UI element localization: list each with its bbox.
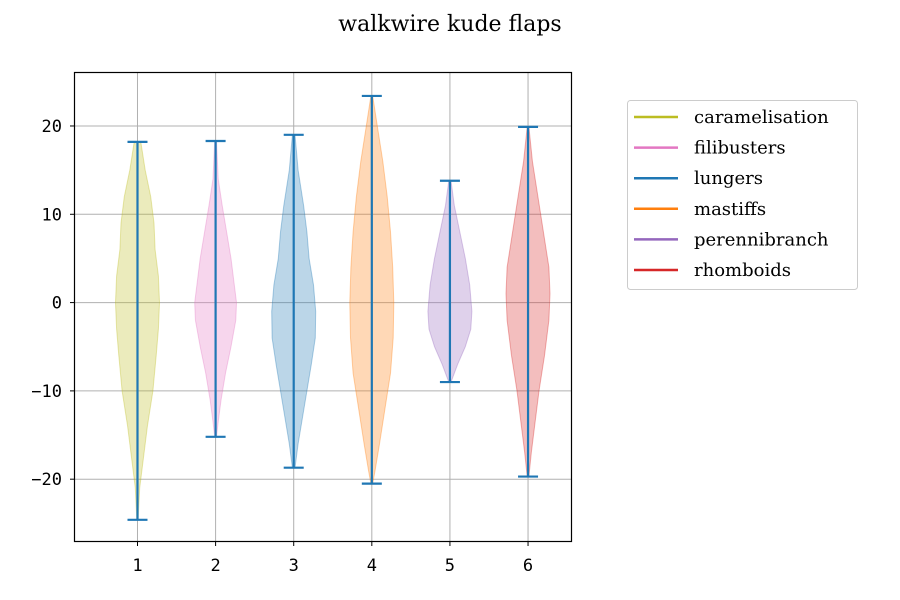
x-tick-label: 1 <box>132 556 142 576</box>
extrema-lines <box>127 94 539 521</box>
legend-label-perennibranch: perennibranch <box>694 229 829 250</box>
x-tick-label: 3 <box>289 556 299 576</box>
legend: caramelisation filibusters lungers mastiffs… <box>627 100 858 290</box>
x-axis-ticks: 1 2 3 4 5 6 <box>132 541 533 576</box>
y-axis-ticks: 20 10 0 −10 −20 <box>31 117 75 490</box>
y-tick-label: 20 <box>42 117 62 137</box>
violins <box>114 95 551 521</box>
x-tick-label: 6 <box>523 556 533 576</box>
y-tick-label: 10 <box>42 205 62 225</box>
x-tick-label: 5 <box>445 556 455 576</box>
legend-box <box>627 100 858 290</box>
legend-label-lungers: lungers <box>694 168 763 189</box>
legend-label-caramelisation: caramelisation <box>694 107 829 128</box>
legend-label-filibusters: filibusters <box>694 138 786 159</box>
legend-label-rhomboids: rhomboids <box>694 260 791 281</box>
x-tick-label: 4 <box>367 556 377 576</box>
x-tick-label: 2 <box>210 556 220 576</box>
plot-frame <box>73 71 573 543</box>
chart-title: walkwire kude flaps <box>338 12 561 37</box>
y-tick-label: −20 <box>31 470 62 490</box>
y-tick-label: 0 <box>52 294 62 314</box>
legend-label-mastiffs: mastiffs <box>694 199 766 220</box>
y-tick-label: −10 <box>31 382 62 402</box>
